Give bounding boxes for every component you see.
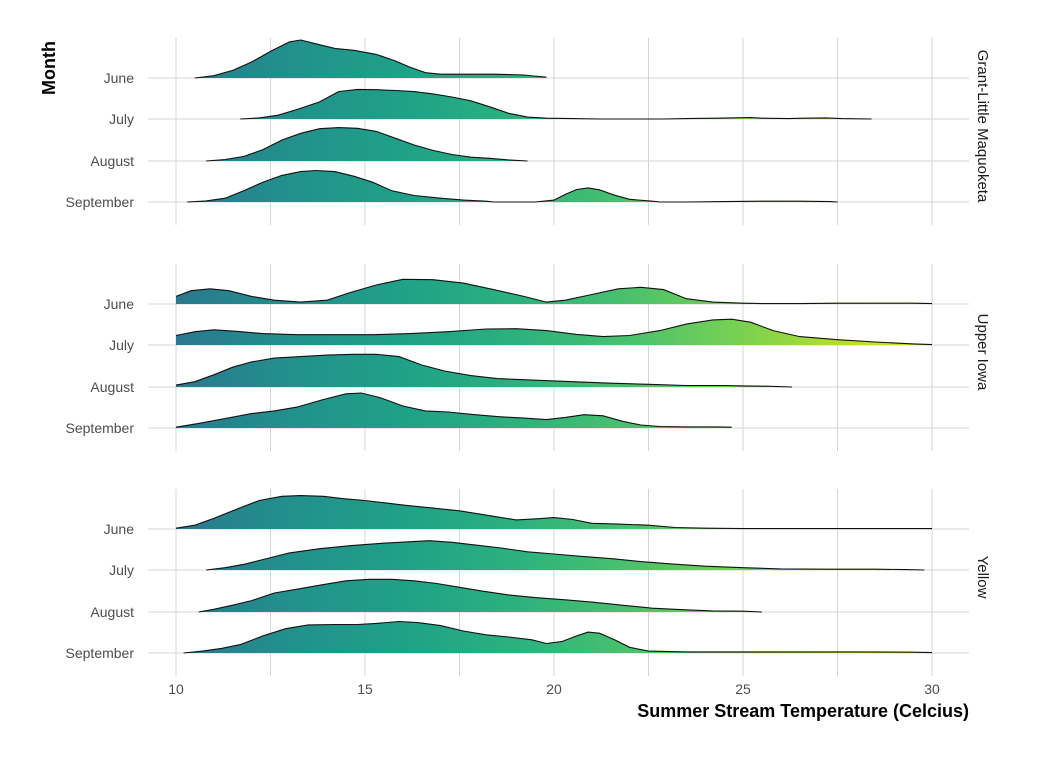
- ridge-outline: [183, 620, 933, 654]
- y-tick-label: July: [109, 111, 134, 127]
- ridge-area: [198, 579, 762, 612]
- ridge-area: [176, 495, 932, 529]
- y-tick-label: June: [104, 296, 135, 312]
- x-tick-label: 20: [546, 681, 562, 697]
- y-tick-label: June: [104, 70, 135, 86]
- ridge-area: [176, 279, 932, 304]
- ridge-outline: [206, 540, 925, 571]
- facet-strip-label: Grant-Little Maquoketa: [974, 50, 991, 203]
- ridge-outline: [194, 39, 547, 79]
- y-tick-label: September: [66, 645, 135, 661]
- x-tick-label: 15: [357, 681, 373, 697]
- ridge-outline: [175, 392, 732, 428]
- panels-layer: June July August September Grant-Little Maqu…: [66, 38, 991, 676]
- x-tick-label: 30: [924, 681, 940, 697]
- facet-panel: June July August September Yellow: [66, 489, 991, 676]
- y-tick-label: September: [66, 194, 135, 210]
- ridge-outline: [175, 318, 933, 346]
- ridge-outline: [175, 353, 793, 388]
- ridge-outline: [187, 169, 838, 203]
- facet-panel: June July August September Upper Iowa: [66, 264, 991, 451]
- ridge-area: [183, 621, 933, 653]
- ridge-area: [176, 354, 793, 387]
- ridge-outline: [175, 495, 932, 530]
- y-tick-label: July: [109, 562, 134, 578]
- ridge-outline: [206, 127, 528, 162]
- ridge-area: [206, 127, 528, 161]
- y-tick-label: August: [90, 379, 134, 395]
- x-axis-ticks: 10 15 20 25 30: [168, 681, 940, 697]
- y-tick-label: September: [66, 420, 135, 436]
- y-tick-label: June: [104, 521, 135, 537]
- facet-strip-label: Yellow: [974, 556, 991, 599]
- x-axis-title: Summer Stream Temperature (Celcius): [637, 701, 969, 721]
- y-axis-title: Month: [39, 41, 59, 95]
- ridge-area: [194, 40, 547, 78]
- ridge-outline: [240, 88, 872, 120]
- ridge-outline: [175, 278, 933, 305]
- y-tick-label: August: [90, 604, 134, 620]
- y-tick-label: July: [109, 337, 134, 353]
- facet-panel: June July August September Grant-Little Maqu…: [66, 38, 991, 225]
- y-tick-label: August: [90, 153, 134, 169]
- ridge-area: [176, 393, 732, 428]
- ridge-outline: [198, 578, 762, 613]
- x-tick-label: 25: [735, 681, 751, 697]
- ridge-area: [187, 170, 838, 202]
- ridge-area: [240, 89, 872, 119]
- x-tick-label: 10: [168, 681, 184, 697]
- facet-strip-label: Upper Iowa: [974, 314, 991, 391]
